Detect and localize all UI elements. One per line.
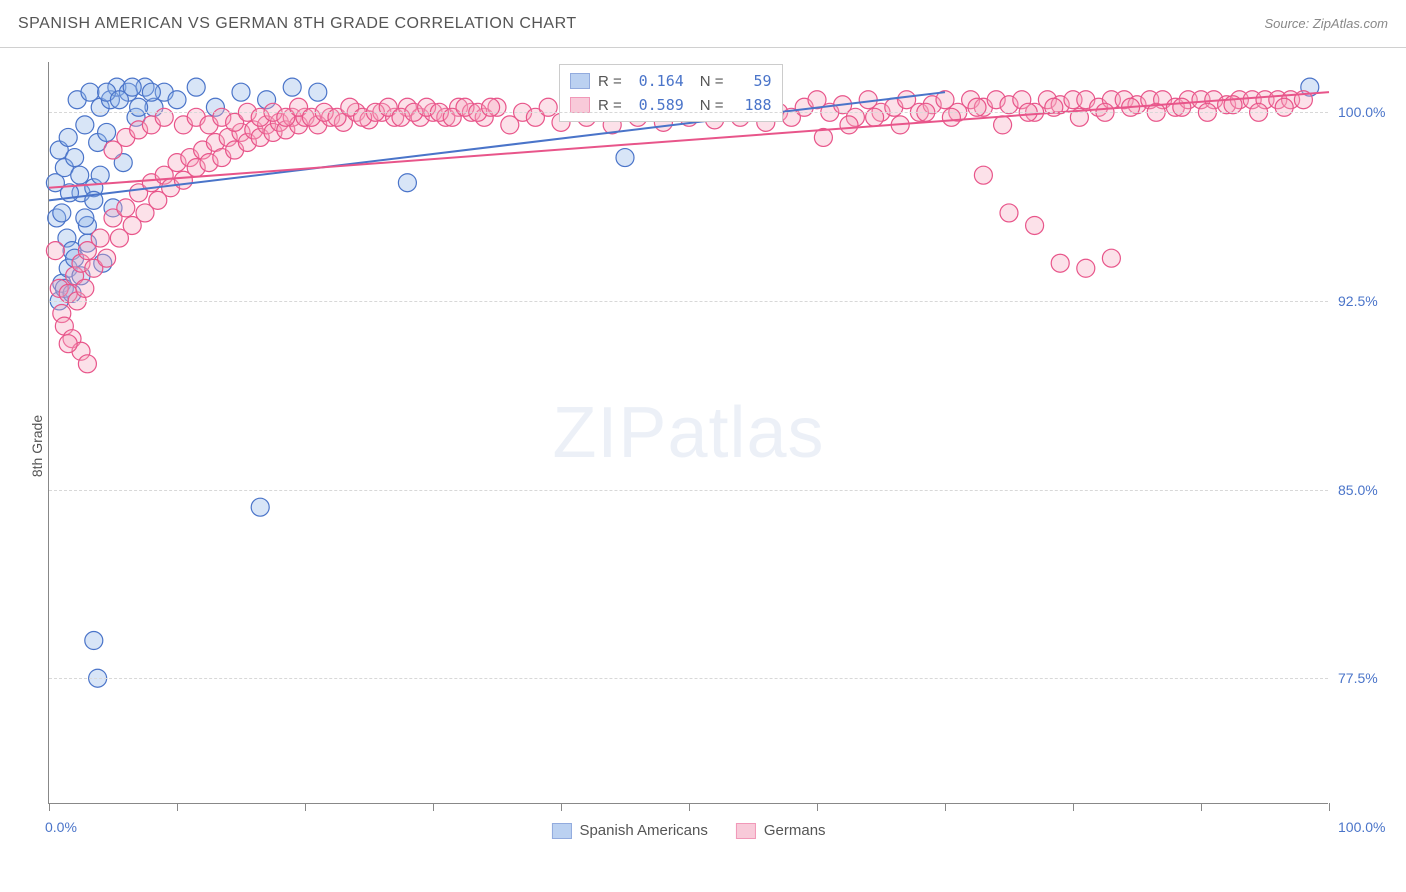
legend-label: Germans bbox=[764, 822, 826, 839]
x-tick bbox=[49, 803, 50, 811]
x-tick bbox=[1329, 803, 1330, 811]
n-value: 188 bbox=[732, 96, 772, 114]
legend-label: Spanish Americans bbox=[579, 822, 707, 839]
data-point bbox=[168, 91, 186, 109]
y-axis-label: 8th Grade bbox=[29, 415, 45, 477]
x-tick bbox=[817, 803, 818, 811]
data-point bbox=[117, 199, 135, 217]
legend-swatch bbox=[570, 97, 590, 113]
data-point bbox=[968, 98, 986, 116]
data-point bbox=[1275, 98, 1293, 116]
n-label: N = bbox=[700, 73, 724, 90]
data-point bbox=[123, 78, 141, 96]
data-point bbox=[76, 209, 94, 227]
gridline bbox=[49, 301, 1328, 302]
data-point bbox=[232, 83, 250, 101]
data-point bbox=[942, 108, 960, 126]
data-point bbox=[59, 335, 77, 353]
data-point bbox=[866, 108, 884, 126]
data-point bbox=[1026, 216, 1044, 234]
series-legend: Spanish Americans Germans bbox=[551, 822, 825, 839]
x-axis-label: 100.0% bbox=[1338, 819, 1398, 835]
data-point bbox=[155, 108, 173, 126]
data-point bbox=[59, 128, 77, 146]
plot-area: ZIPatlas R =0.164N =59R =0.589N =188 Spa… bbox=[48, 62, 1328, 804]
data-point bbox=[283, 78, 301, 96]
y-tick-label: 77.5% bbox=[1338, 670, 1398, 686]
r-value: 0.589 bbox=[630, 96, 684, 114]
y-tick-label: 100.0% bbox=[1338, 104, 1398, 120]
legend-swatch bbox=[736, 823, 756, 839]
legend-item: Germans bbox=[736, 822, 826, 839]
data-point bbox=[1102, 249, 1120, 267]
data-point bbox=[76, 279, 94, 297]
data-point bbox=[91, 229, 109, 247]
x-tick bbox=[305, 803, 306, 811]
data-point bbox=[994, 116, 1012, 134]
data-point bbox=[81, 83, 99, 101]
n-label: N = bbox=[700, 97, 724, 114]
x-tick bbox=[433, 803, 434, 811]
y-tick-label: 92.5% bbox=[1338, 293, 1398, 309]
data-point bbox=[130, 98, 148, 116]
data-point bbox=[46, 242, 64, 260]
data-point bbox=[251, 498, 269, 516]
data-point bbox=[78, 355, 96, 373]
source-label: Source: ZipAtlas.com bbox=[1264, 16, 1388, 31]
data-point bbox=[539, 98, 557, 116]
x-axis-label: 0.0% bbox=[45, 819, 77, 835]
legend-swatch bbox=[570, 73, 590, 89]
x-tick bbox=[1201, 803, 1202, 811]
gridline bbox=[49, 490, 1328, 491]
gridline bbox=[49, 678, 1328, 679]
data-point bbox=[1000, 204, 1018, 222]
data-point bbox=[187, 78, 205, 96]
chart-svg bbox=[49, 62, 1328, 803]
legend-swatch bbox=[551, 823, 571, 839]
legend-item: Spanish Americans bbox=[551, 822, 707, 839]
data-point bbox=[398, 174, 416, 192]
data-point bbox=[1077, 259, 1095, 277]
x-tick bbox=[1073, 803, 1074, 811]
data-point bbox=[142, 83, 160, 101]
n-value: 59 bbox=[732, 72, 772, 90]
data-point bbox=[1173, 98, 1191, 116]
legend-row: R = 0.589 N = 188 bbox=[570, 93, 772, 117]
data-point bbox=[91, 166, 109, 184]
data-point bbox=[1051, 254, 1069, 272]
x-tick bbox=[945, 803, 946, 811]
data-point bbox=[616, 149, 634, 167]
correlation-legend: R = 0.164 N = 59 R = 0.589 N = 188 bbox=[559, 64, 783, 122]
legend-row: R = 0.164 N = 59 bbox=[570, 69, 772, 93]
data-point bbox=[76, 116, 94, 134]
data-point bbox=[98, 249, 116, 267]
y-tick-label: 85.0% bbox=[1338, 482, 1398, 498]
data-point bbox=[98, 123, 116, 141]
chart-title: SPANISH AMERICAN VS GERMAN 8TH GRADE COR… bbox=[18, 15, 577, 33]
data-point bbox=[482, 98, 500, 116]
data-point bbox=[71, 166, 89, 184]
x-tick bbox=[689, 803, 690, 811]
x-tick bbox=[561, 803, 562, 811]
r-label: R = bbox=[598, 97, 622, 114]
data-point bbox=[85, 632, 103, 650]
r-label: R = bbox=[598, 73, 622, 90]
data-point bbox=[840, 116, 858, 134]
data-point bbox=[66, 149, 84, 167]
data-point bbox=[53, 204, 71, 222]
data-point bbox=[309, 83, 327, 101]
gridline bbox=[49, 112, 1328, 113]
x-tick bbox=[177, 803, 178, 811]
r-value: 0.164 bbox=[630, 72, 684, 90]
data-point bbox=[974, 166, 992, 184]
title-bar: SPANISH AMERICAN VS GERMAN 8TH GRADE COR… bbox=[0, 0, 1406, 48]
